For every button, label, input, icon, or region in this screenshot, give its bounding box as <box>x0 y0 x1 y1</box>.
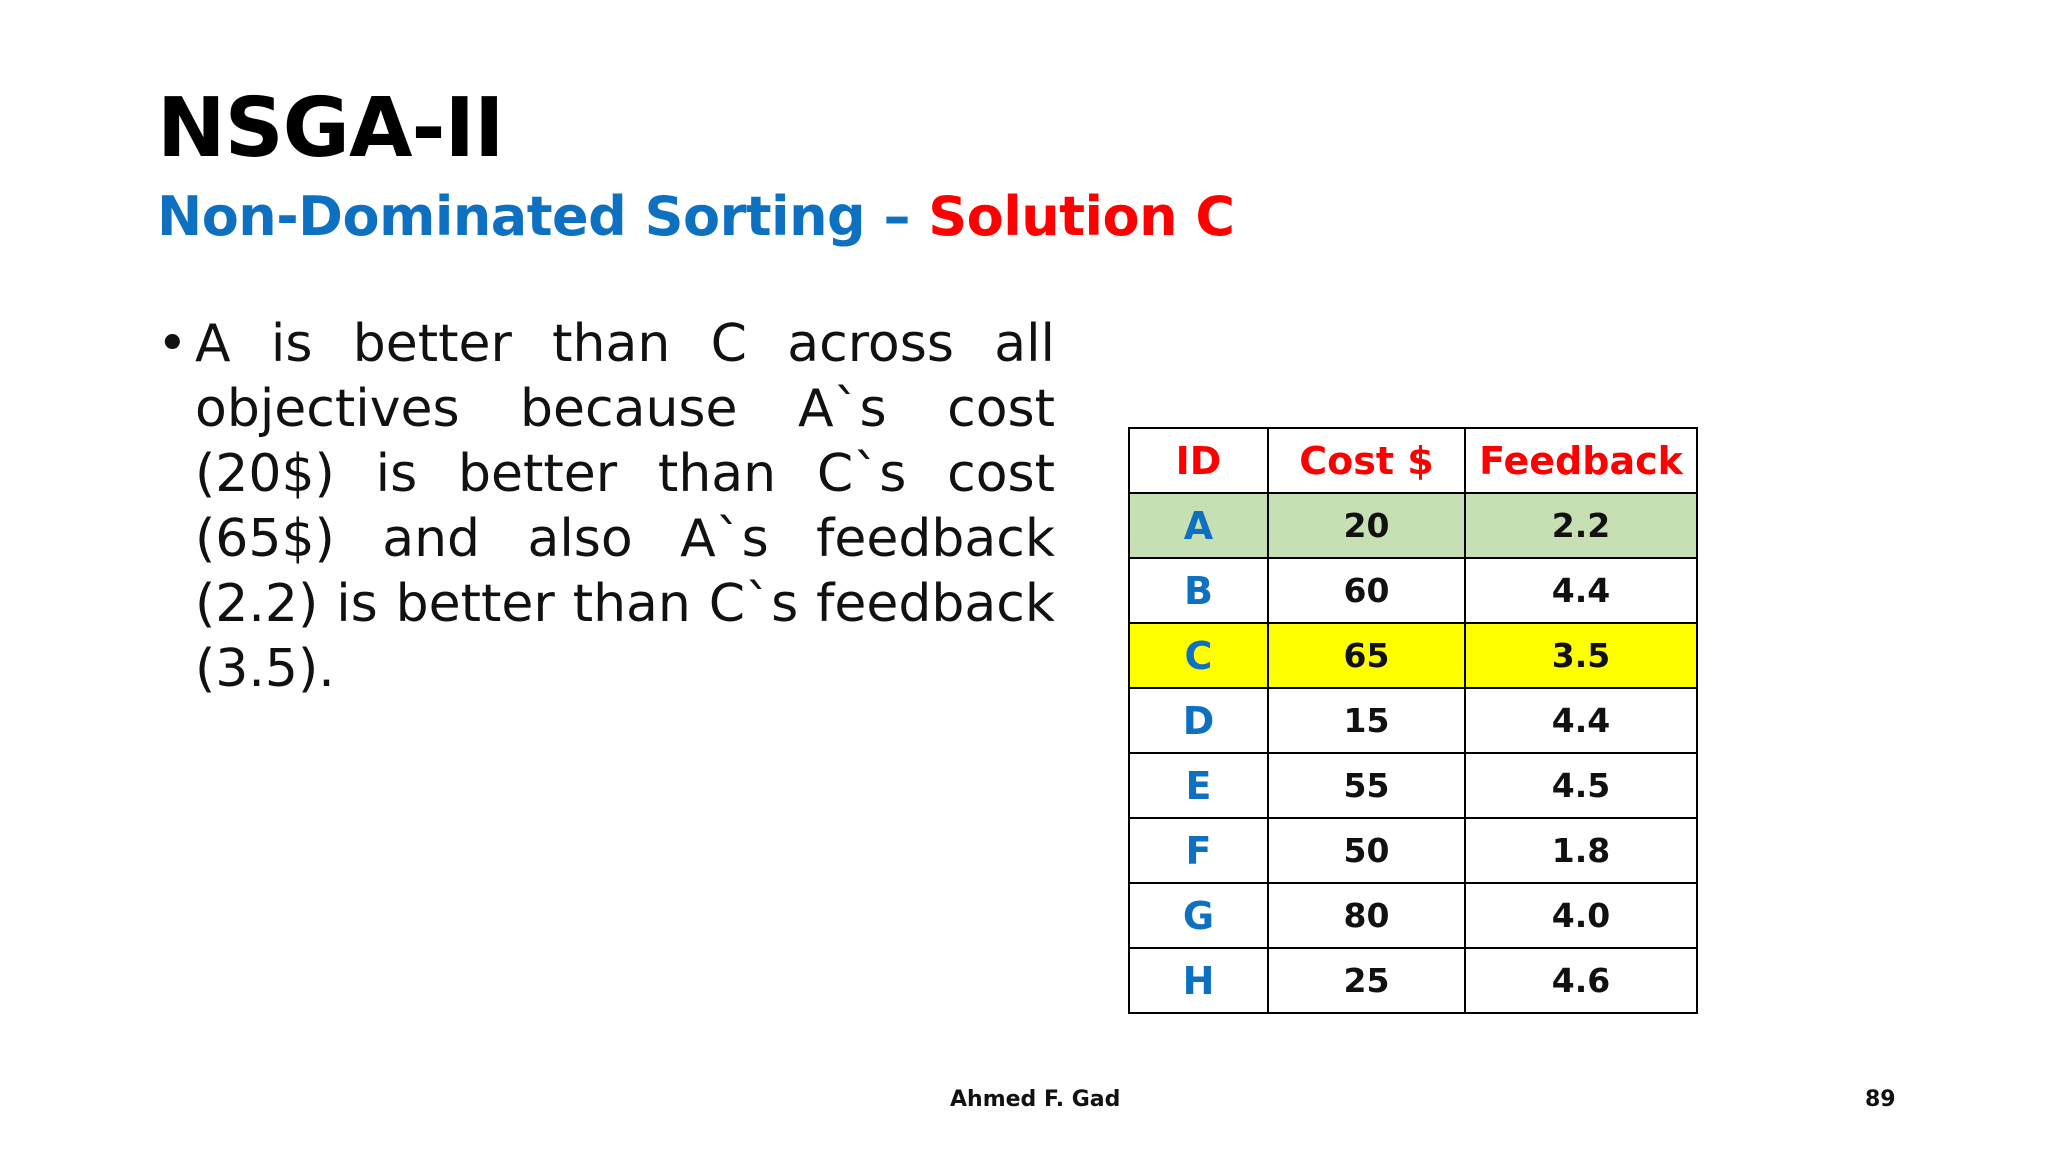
cell-feedback: 4.5 <box>1464 752 1698 819</box>
bullet-list: • A is better than C across all objectiv… <box>157 312 1055 702</box>
table-row-h: H 25 4.6 <box>1128 947 1698 1014</box>
header-cost: Cost $ <box>1267 427 1466 494</box>
cell-cost: 60 <box>1267 557 1466 624</box>
table-row-b: B 60 4.4 <box>1128 557 1698 624</box>
bullet-point-icon: • <box>157 314 188 374</box>
cell-cost: 65 <box>1267 622 1466 689</box>
cell-feedback: 4.0 <box>1464 882 1698 949</box>
subtitle-solution: Solution C <box>928 185 1235 248</box>
table-row-f: F 50 1.8 <box>1128 817 1698 884</box>
cell-cost: 55 <box>1267 752 1466 819</box>
cell-cost: 15 <box>1267 687 1466 754</box>
bullet-text: A is better than C across all objectives… <box>195 314 1055 699</box>
cell-feedback: 4.6 <box>1464 947 1698 1014</box>
cell-id: D <box>1128 687 1269 754</box>
cell-feedback: 4.4 <box>1464 687 1698 754</box>
cell-id: C <box>1128 622 1269 689</box>
table-row-g: G 80 4.0 <box>1128 882 1698 949</box>
cell-cost: 50 <box>1267 817 1466 884</box>
cell-id: B <box>1128 557 1269 624</box>
cell-id: G <box>1128 882 1269 949</box>
cell-feedback: 1.8 <box>1464 817 1698 884</box>
cell-cost: 80 <box>1267 882 1466 949</box>
footer-author: Ahmed F. Gad <box>950 1087 1121 1112</box>
table-row-e: E 55 4.5 <box>1128 752 1698 819</box>
table-header-row: ID Cost $ Feedback <box>1128 427 1698 494</box>
table-row-a: A 20 2.2 <box>1128 492 1698 559</box>
solutions-table: ID Cost $ Feedback A 20 2.2 B 60 4.4 C 6… <box>1128 427 1698 1014</box>
table-row-c: C 65 3.5 <box>1128 622 1698 689</box>
header-id: ID <box>1128 427 1269 494</box>
cell-feedback: 4.4 <box>1464 557 1698 624</box>
cell-id: F <box>1128 817 1269 884</box>
cell-id: E <box>1128 752 1269 819</box>
cell-id: A <box>1128 492 1269 559</box>
slide-subtitle: Non-Dominated Sorting – Solution C <box>157 190 1235 244</box>
header-feedback: Feedback <box>1464 427 1698 494</box>
cell-cost: 20 <box>1267 492 1466 559</box>
cell-feedback: 2.2 <box>1464 492 1698 559</box>
slide-title: NSGA-II <box>157 81 505 176</box>
subtitle-topic: Non-Dominated Sorting – <box>157 185 929 248</box>
cell-cost: 25 <box>1267 947 1466 1014</box>
table-row-d: D 15 4.4 <box>1128 687 1698 754</box>
cell-id: H <box>1128 947 1269 1014</box>
page-number: 89 <box>1865 1087 1896 1112</box>
cell-feedback: 3.5 <box>1464 622 1698 689</box>
